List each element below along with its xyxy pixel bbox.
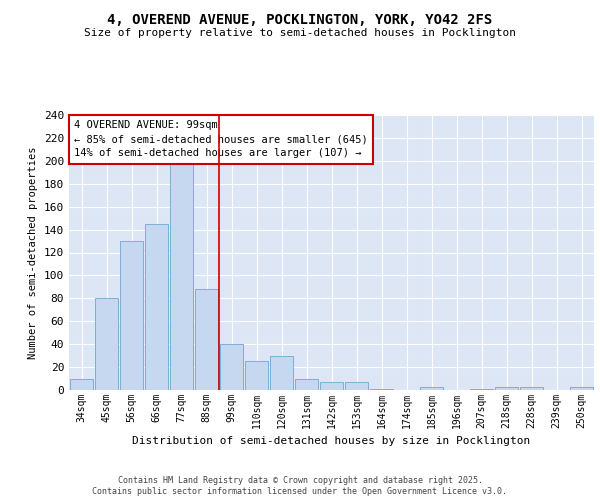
Bar bbox=[520, 386, 544, 390]
Y-axis label: Number of semi-detached properties: Number of semi-detached properties bbox=[28, 146, 38, 359]
Bar bbox=[170, 161, 193, 390]
Bar bbox=[220, 344, 244, 390]
Bar bbox=[269, 356, 293, 390]
Text: Size of property relative to semi-detached houses in Pocklington: Size of property relative to semi-detach… bbox=[84, 28, 516, 38]
Bar bbox=[245, 362, 268, 390]
Text: Contains public sector information licensed under the Open Government Licence v3: Contains public sector information licen… bbox=[92, 487, 508, 496]
Bar bbox=[95, 298, 118, 390]
Bar bbox=[295, 378, 319, 390]
Text: Contains HM Land Registry data © Crown copyright and database right 2025.: Contains HM Land Registry data © Crown c… bbox=[118, 476, 482, 485]
Bar bbox=[569, 386, 593, 390]
Text: 4, OVEREND AVENUE, POCKLINGTON, YORK, YO42 2FS: 4, OVEREND AVENUE, POCKLINGTON, YORK, YO… bbox=[107, 12, 493, 26]
Bar bbox=[419, 386, 443, 390]
Bar bbox=[194, 289, 218, 390]
X-axis label: Distribution of semi-detached houses by size in Pocklington: Distribution of semi-detached houses by … bbox=[133, 436, 530, 446]
Bar bbox=[145, 224, 169, 390]
Bar bbox=[370, 389, 394, 390]
Text: 4 OVEREND AVENUE: 99sqm
← 85% of semi-detached houses are smaller (645)
14% of s: 4 OVEREND AVENUE: 99sqm ← 85% of semi-de… bbox=[74, 120, 368, 158]
Bar bbox=[470, 389, 493, 390]
Bar bbox=[70, 378, 94, 390]
Bar bbox=[344, 382, 368, 390]
Bar bbox=[119, 241, 143, 390]
Bar bbox=[494, 386, 518, 390]
Bar bbox=[320, 382, 343, 390]
